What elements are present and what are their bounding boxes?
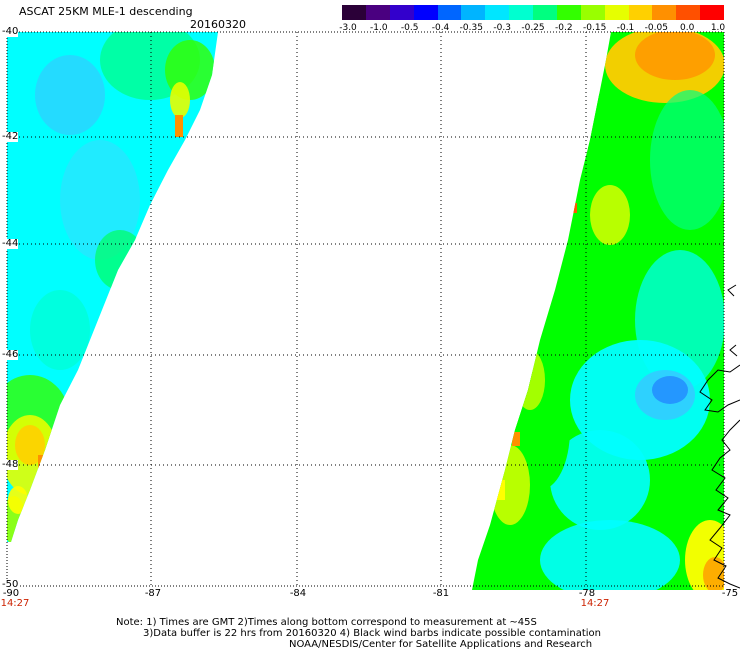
lat-label-42: -42: [2, 131, 19, 142]
colorbar-label: -3.0: [339, 23, 357, 33]
colorbar-segment: [700, 5, 724, 20]
colorbar-segment: [437, 5, 462, 20]
chart-date: 20160320: [190, 18, 246, 31]
right-swath: [472, 32, 724, 590]
lat-label-50: -50: [2, 579, 19, 590]
colorbar-segment: [676, 5, 701, 20]
colorbar-label: -0.2: [555, 23, 573, 33]
lon-label-81: -81: [432, 588, 450, 599]
colorbar-label: -0.3: [493, 23, 511, 33]
colorbar-segment: [533, 5, 557, 20]
colorbar-segment: [461, 5, 486, 20]
colorbar-label: -1.0: [370, 23, 388, 33]
colorbar-segment: [509, 5, 533, 20]
colorbar-label: -0.15: [583, 23, 607, 33]
colorbar-label: -0.35: [459, 23, 483, 33]
colorbar-segment: [485, 5, 510, 20]
colorbar-label: -0.05: [644, 23, 668, 33]
colorbar-segment: [652, 5, 677, 20]
colorbar-label: 0.0: [679, 23, 695, 33]
colorbar: [342, 5, 724, 20]
colorbar-segment: [580, 5, 605, 20]
colorbar-label: -0.25: [521, 23, 545, 33]
colorbar-label: -0.1: [616, 23, 635, 33]
colorbar-segment: [556, 5, 581, 20]
colorbar-segment: [365, 5, 390, 20]
colorbar-segment: [413, 5, 438, 20]
map-grid: [7, 32, 724, 586]
swath-time-left: 14:27: [0, 598, 30, 609]
lon-label-87: -87: [144, 588, 162, 599]
lat-label-48: -48: [2, 459, 19, 470]
colorbar-segment: [342, 5, 366, 20]
left-swath: [7, 32, 218, 542]
colorbar-label: -0.5: [400, 23, 419, 33]
lat-label-40: -40: [2, 26, 19, 37]
chart-title: ASCAT 25KM MLE-1 descending: [19, 5, 193, 18]
note-line-1: Note: 1) Times are GMT 2)Times along bot…: [116, 617, 537, 628]
colorbar-label: 1.0: [710, 23, 726, 33]
colorbar-segment: [628, 5, 653, 20]
map-frame: [6, 31, 725, 587]
colorbar-segment: [389, 5, 414, 20]
lat-label-44: -44: [2, 238, 19, 249]
note-line-2: 3)Data buffer is 22 hrs from 20160320 4)…: [143, 628, 601, 639]
colorbar-label: -0.4: [431, 23, 450, 33]
lon-label-84: -84: [289, 588, 307, 599]
lat-label-46: -46: [2, 349, 19, 360]
lon-label-78: -78: [578, 588, 596, 599]
note-line-3: NOAA/NESDIS/Center for Satellite Applica…: [289, 639, 593, 650]
swath-time-right: 14:27: [580, 598, 610, 609]
lon-label-75: -75: [721, 588, 739, 599]
colorbar-segment: [604, 5, 629, 20]
lon-label-90: -90: [2, 588, 20, 599]
